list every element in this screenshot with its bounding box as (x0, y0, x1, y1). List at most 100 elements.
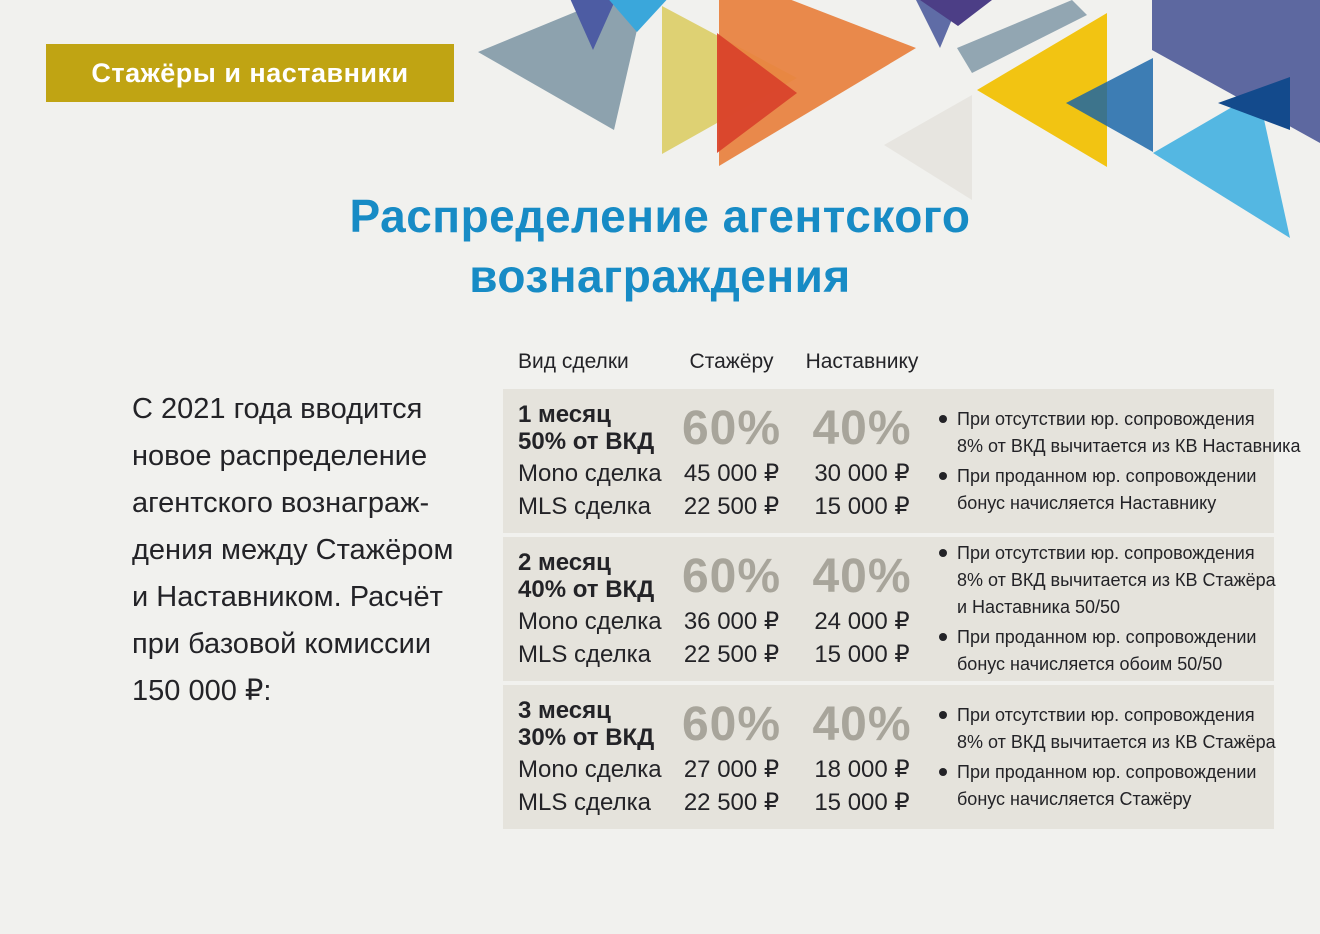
note-line: При отсутствии юр. сопровождения (957, 543, 1255, 563)
month-name: 2 месяц (518, 549, 611, 576)
note-line: При проданном юр. сопровождении (957, 465, 1257, 486)
note-line: 8% от ВКД вычитается из КВ Стажёра (957, 731, 1276, 752)
section-badge: Стажёры и наставники (46, 44, 454, 102)
column-header-deal-type: Вид сделки (518, 350, 629, 373)
mentor-amount: 30 000 ₽ (814, 460, 910, 487)
mentor-percent: 40% (812, 697, 912, 751)
note-item: При проданном юр. сопровождении бонус на… (939, 463, 1300, 517)
triangle-light-gray (884, 95, 972, 200)
note-line: бонус начисляется обоим 50/50 (957, 654, 1223, 674)
mentor-amount: 24 000 ₽ (814, 608, 910, 635)
bullet-icon (939, 767, 947, 776)
note-line: бонус начисляется Наставнику (957, 492, 1217, 513)
trainee-percent: 60% (681, 549, 782, 603)
bullet-icon (939, 414, 947, 423)
deal-type: Mono сделка (518, 755, 662, 783)
notes-list: При отсутствии юр. сопровождения 8% от В… (927, 695, 1276, 819)
column-header-mentor: Наставнику (805, 350, 919, 373)
trainee-amount: 22 500 ₽ (683, 493, 780, 520)
note-line: При отсутствии юр. сопровождения (957, 408, 1255, 429)
month-label: 3 месяц 30% от ВКД (518, 697, 666, 751)
month-block-3: 3 месяц 30% от ВКД 60% 40% При отсутстви… (503, 685, 1276, 829)
triangle-gray-stripe (957, 0, 1087, 73)
intro-line: при базовой комиссии (132, 628, 432, 660)
intro-line: новое распределение (132, 440, 428, 472)
note-item: При отсутствии юр. сопровождения 8% от В… (939, 702, 1276, 756)
mentor-amount: 15 000 ₽ (814, 493, 910, 520)
bullet-icon (939, 633, 947, 641)
note-line: 8% от ВКД вычитается из КВ Стажёра (957, 570, 1276, 590)
month-name: 1 месяц (518, 401, 611, 428)
note-text: При отсутствии юр. сопровождения 8% от В… (957, 406, 1300, 460)
note-line: 8% от ВКД вычитается из КВ Наставника (957, 435, 1301, 456)
month-label: 1 месяц 50% от ВКД (518, 401, 666, 455)
note-line: и Наставника 50/50 (957, 597, 1121, 617)
note-line: бонус начисляется Стажёру (957, 788, 1192, 809)
note-text: При проданном юр. сопровождении бонус на… (957, 624, 1256, 678)
triangle-navy-left (1066, 58, 1153, 152)
column-header-trainee: Стажёру (689, 350, 774, 373)
note-item: При отсутствии юр. сопровождения 8% от В… (939, 540, 1276, 621)
triangle-yellow (977, 13, 1107, 167)
deal-type: Mono сделка (518, 459, 662, 487)
deal-type: Mono сделка (518, 607, 662, 635)
bullet-icon (939, 471, 947, 480)
note-text: При отсутствии юр. сопровождения 8% от В… (957, 540, 1276, 621)
section-badge-label: Стажёры и наставники (91, 57, 409, 88)
mentor-percent: 40% (812, 401, 912, 455)
note-text: При проданном юр. сопровождении бонус на… (957, 463, 1256, 517)
triangle-orange (719, 0, 916, 166)
intro-line: агентского вознаграж- (132, 487, 430, 519)
month-label: 2 месяц 40% от ВКД (518, 549, 666, 603)
mentor-amount: 18 000 ₽ (814, 756, 910, 783)
intro-paragraph: С 2021 года вводится новое распределение… (132, 386, 453, 715)
page-title-line2: вознаграждения (469, 250, 851, 302)
triangle-navy-inner (1218, 77, 1290, 130)
intro-line: дения между Стажёром (132, 534, 454, 566)
mentor-amount: 15 000 ₽ (814, 641, 910, 668)
bullet-icon (939, 549, 947, 557)
deal-type: MLS сделка (518, 788, 651, 816)
note-text: При отсутствии юр. сопровождения 8% от В… (957, 702, 1276, 756)
triangle-slate-purple (1152, 0, 1320, 143)
triangle-purple-small (920, 0, 992, 26)
triangle-slate-gray (478, 0, 644, 130)
vkd-share: 40% от ВКД (518, 576, 655, 603)
triangle-red (717, 33, 797, 153)
mentor-percent: 40% (812, 549, 912, 603)
note-line: При проданном юр. сопровождении (957, 761, 1257, 782)
trainee-percent: 60% (681, 401, 782, 455)
note-text: При проданном юр. сопровождении бонус на… (957, 759, 1256, 813)
trainee-percent: 60% (681, 697, 782, 751)
trainee-amount: 27 000 ₽ (683, 756, 780, 783)
note-item: При отсутствии юр. сопровождения 8% от В… (939, 406, 1300, 460)
page-title-line1: Распределение агентского (349, 190, 971, 242)
intro-line: и Наставником. Расчёт (132, 581, 443, 613)
deal-type: MLS сделка (518, 492, 651, 520)
page-title: Распределение агентского вознаграждения (0, 186, 1320, 306)
note-line: При отсутствии юр. сопровождения (957, 704, 1255, 725)
note-item: При проданном юр. сопровождении бонус на… (939, 624, 1276, 678)
notes-list: При отсутствии юр. сопровождения 8% от В… (927, 543, 1276, 674)
intro-line: 150 000 ₽: (132, 675, 272, 707)
intro-line: С 2021 года вводится (132, 393, 423, 425)
note-line: При проданном юр. сопровождении (957, 627, 1257, 647)
trainee-amount: 22 500 ₽ (683, 789, 780, 816)
note-item: При проданном юр. сопровождении бонус на… (939, 759, 1276, 813)
bullet-icon (939, 710, 947, 719)
trainee-amount: 22 500 ₽ (683, 641, 780, 668)
month-block-1: 1 месяц 50% от ВКД 60% 40% При отсутстви… (503, 389, 1300, 533)
vkd-share: 50% от ВКД (518, 428, 655, 455)
notes-list: При отсутствии юр. сопровождения 8% от В… (927, 399, 1300, 523)
table-header-row: Вид сделки Стажёру Наставнику (503, 350, 1274, 389)
triangle-muted-indigo (916, 0, 960, 48)
trainee-amount: 36 000 ₽ (683, 608, 780, 635)
month-block-2: 2 месяц 40% от ВКД 60% 40% При отсутстви… (503, 537, 1276, 681)
month-name: 3 месяц (518, 697, 611, 724)
reward-table: Вид сделки Стажёру Наставнику 1 месяц 50… (503, 350, 1300, 833)
mentor-amount: 15 000 ₽ (814, 789, 910, 816)
trainee-amount: 45 000 ₽ (683, 460, 780, 487)
deal-type: MLS сделка (518, 640, 651, 668)
triangle-sky-small (609, 0, 667, 32)
